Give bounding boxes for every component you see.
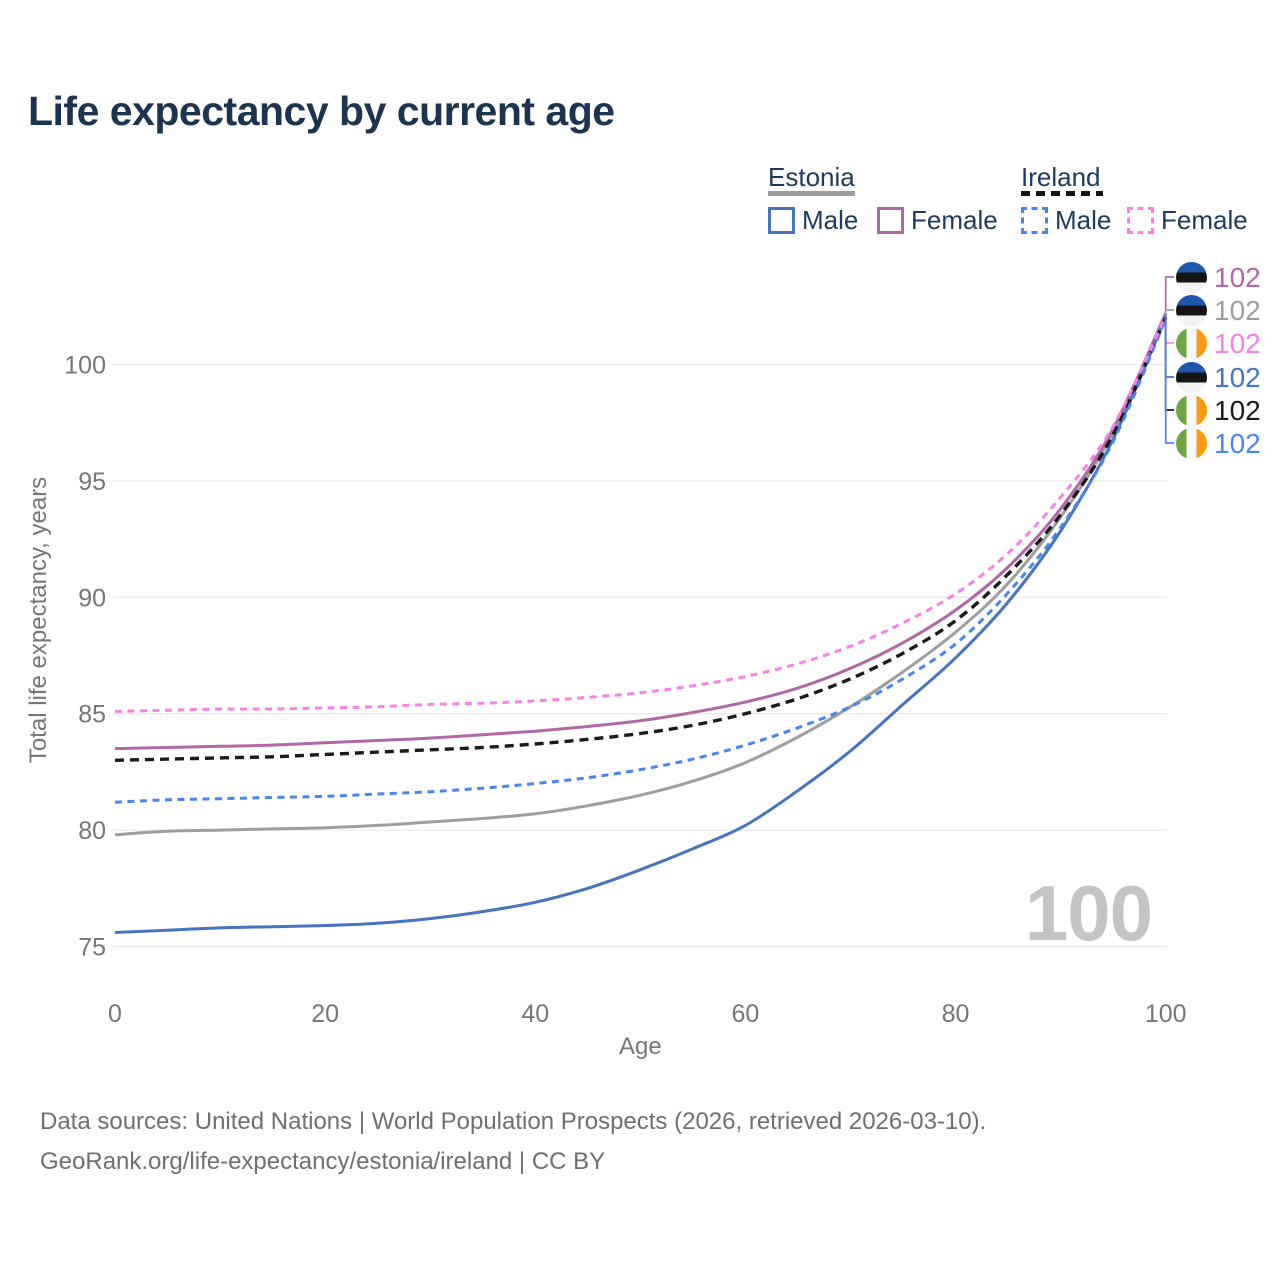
ireland-flag-icon (1176, 394, 1207, 426)
y-tick-label-80: 80 (78, 817, 106, 845)
end-label-ireland-female: 102 (1176, 327, 1261, 359)
attribution-text: GeoRank.org/life-expectancy/estonia/irel… (40, 1148, 606, 1175)
leader-line-estonia (1164, 276, 1174, 315)
end-label-estonia-male: 102 (1176, 361, 1261, 393)
end-value: 102 (1214, 294, 1261, 326)
y-tick-label-90: 90 (78, 584, 106, 612)
x-tick-label-0: 0 (108, 1000, 122, 1028)
legend-item-estonia-male[interactable]: Male (768, 205, 858, 236)
end-label-estonia-female: 102 (1176, 261, 1261, 293)
legend-ireland-line-swatch (1021, 191, 1103, 196)
x-tick-label-20: 20 (311, 1000, 339, 1028)
end-label-ireland-both: 102 (1176, 394, 1261, 426)
estonia-flag-icon (1176, 294, 1207, 326)
legend-item-label: Female (911, 205, 998, 235)
x-tick-label-100: 100 (1145, 1000, 1187, 1028)
legend-group-ireland-header: Ireland (1021, 162, 1101, 192)
legend-item-estonia-female[interactable]: Female (877, 205, 998, 236)
series-line-ireland-both-sexes- (114, 317, 1168, 762)
end-value: 102 (1214, 427, 1261, 459)
series-line-ireland-female (114, 314, 1168, 713)
end-label-estonia-both: 102 (1176, 294, 1261, 326)
series-line-ireland-male (114, 318, 1168, 804)
age-counter-watermark: 100 (1024, 869, 1153, 957)
estonia-flag-icon (1176, 261, 1207, 293)
leader-line-ireland (1164, 314, 1174, 411)
y-tick-label-85: 85 (78, 701, 106, 729)
legend-item-label: Female (1161, 205, 1248, 235)
legend-item-ireland-male[interactable]: Male (1021, 205, 1111, 236)
x-axis-title: Age (619, 1033, 662, 1060)
ireland-flag-icon (1176, 327, 1207, 359)
estonia-flag-icon (1176, 361, 1207, 393)
end-value: 102 (1214, 361, 1261, 393)
end-value: 102 (1214, 394, 1261, 426)
ireland-flag-icon (1176, 427, 1207, 459)
legend-estonia-line-swatch (768, 191, 855, 196)
leader-line-ireland (1164, 314, 1174, 444)
legend-item-label: Male (802, 205, 859, 235)
series-line-estonia-female (114, 312, 1168, 751)
x-tick-label-80: 80 (942, 1000, 970, 1028)
x-tick-label-60: 60 (732, 1000, 760, 1028)
end-label-ireland-male: 102 (1176, 427, 1261, 459)
estonia-male-swatch-icon (768, 207, 795, 234)
ireland-male-swatch-icon (1021, 207, 1048, 234)
estonia-female-swatch-icon (877, 207, 904, 234)
legend-group-estonia-header: Estonia (768, 162, 855, 192)
legend-item-ireland-female[interactable]: Female (1127, 205, 1248, 236)
series-line-estonia-male (114, 316, 1168, 934)
y-tick-label-95: 95 (78, 468, 106, 496)
end-value: 102 (1214, 327, 1261, 359)
ireland-female-swatch-icon (1127, 207, 1154, 234)
y-tick-label-100: 100 (64, 352, 106, 380)
data-sources-text: Data sources: United Nations | World Pop… (40, 1108, 987, 1135)
leader-line-estonia (1164, 314, 1174, 378)
legend-item-label: Male (1055, 205, 1112, 235)
end-value: 102 (1214, 261, 1261, 293)
y-tick-label-75: 75 (78, 934, 106, 962)
leader-line-estonia (1164, 309, 1174, 315)
y-axis-title: Total life expectancy, years (25, 477, 52, 763)
x-tick-label-40: 40 (521, 1000, 549, 1028)
page-title: Life expectancy by current age (28, 88, 615, 134)
series-line-estonia-both-sexes- (114, 313, 1168, 837)
